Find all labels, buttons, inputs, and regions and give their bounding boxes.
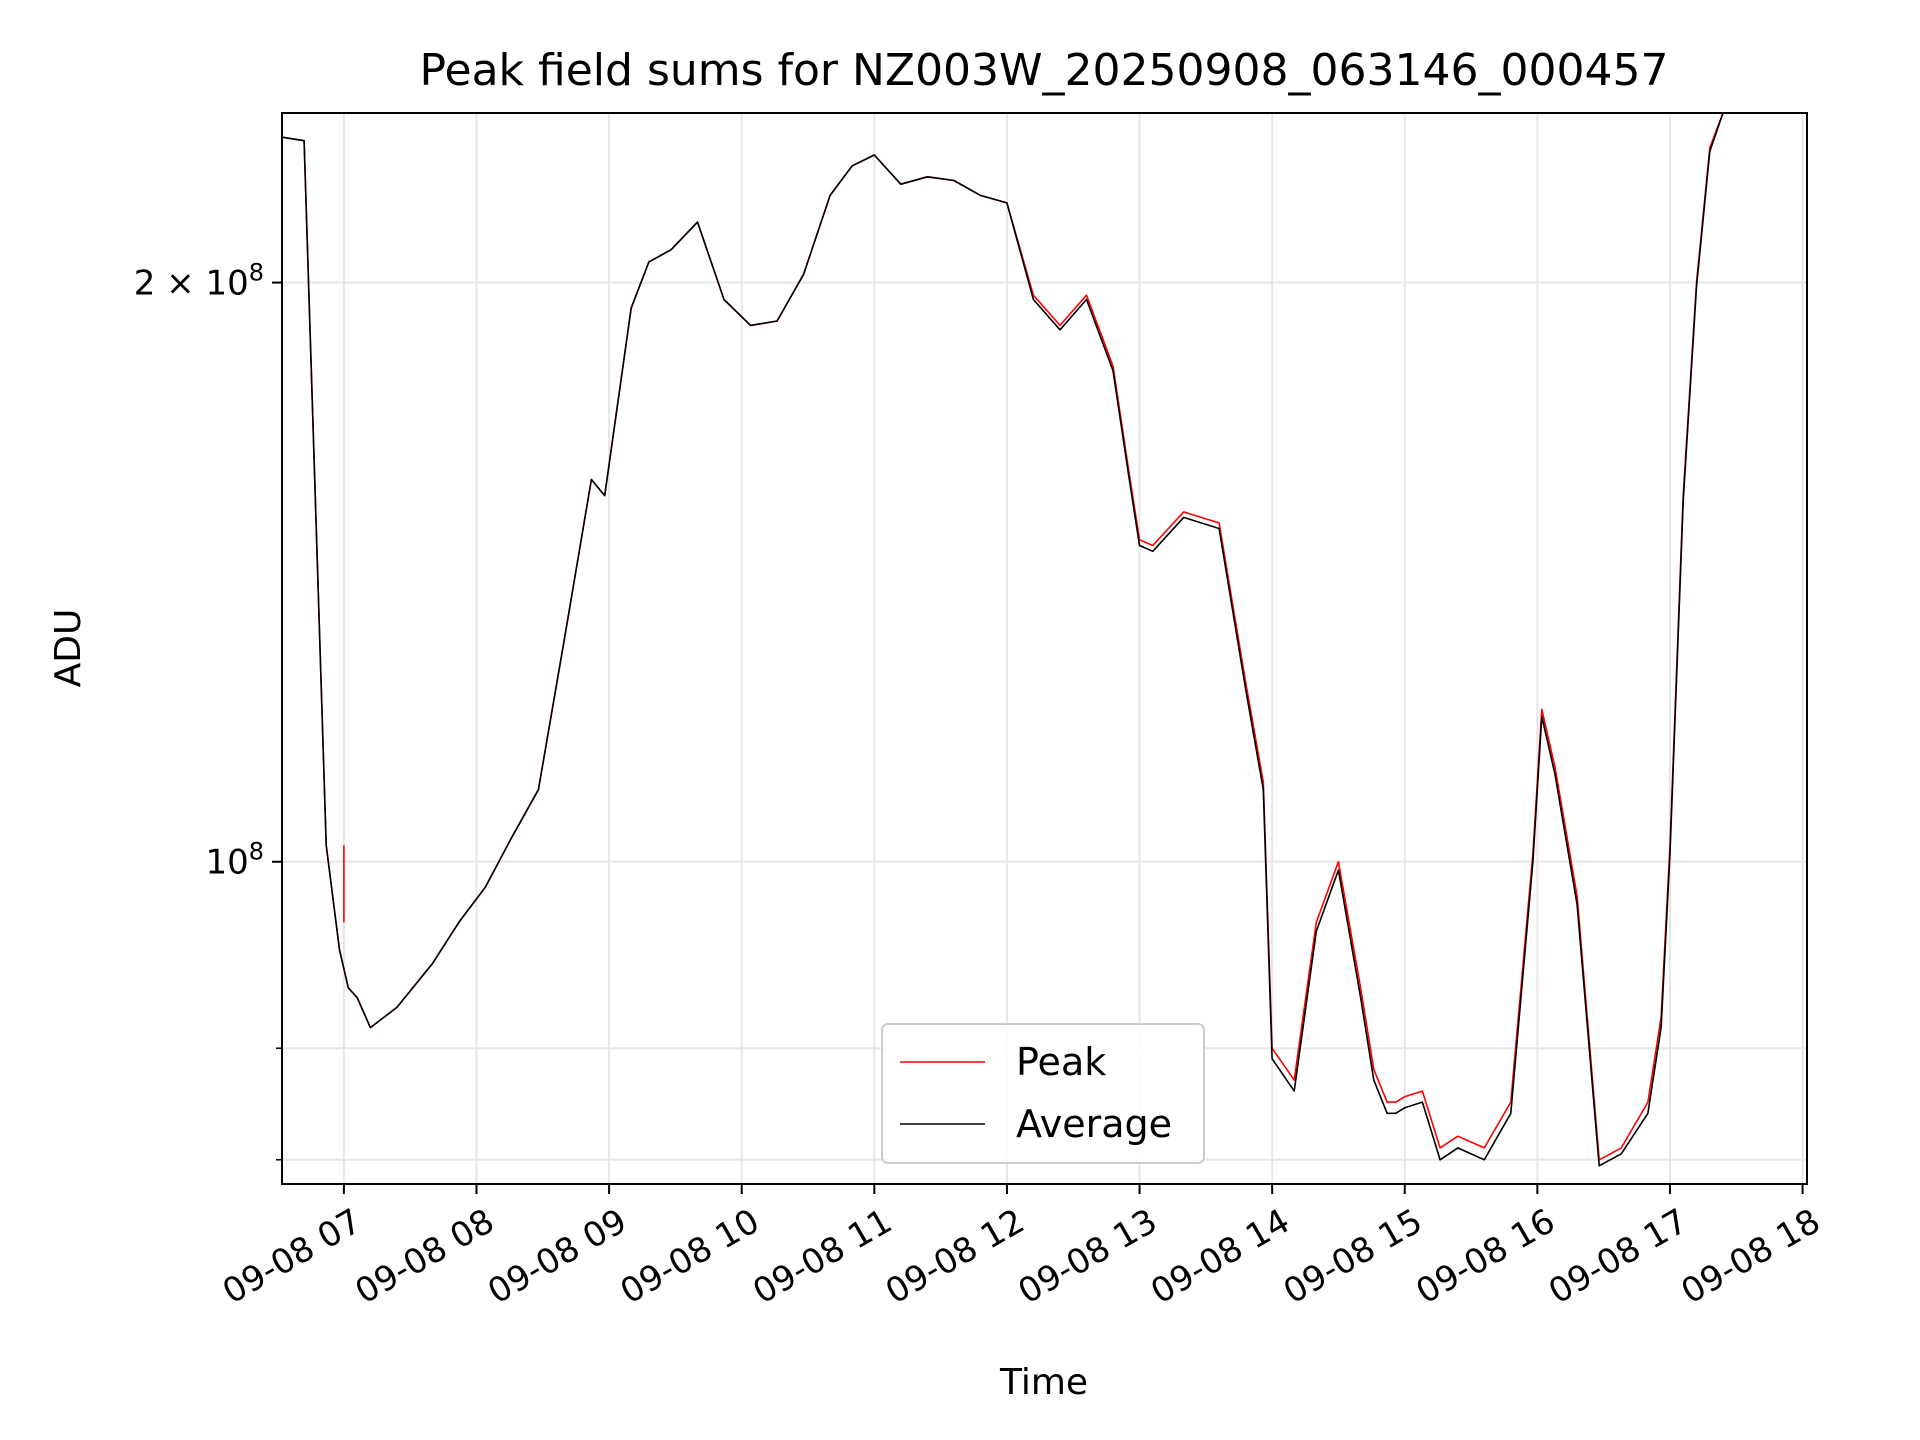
series-layer <box>282 113 1799 1167</box>
legend: Peak Average <box>881 1023 1205 1164</box>
plot-frame <box>281 112 1808 1185</box>
legend-box <box>881 1023 1205 1164</box>
y-tick-label: 2 × 108 <box>134 259 264 304</box>
y-axis-title: ADU <box>48 609 89 688</box>
series-average-line <box>282 113 1799 1167</box>
x-axis-title: Time <box>999 1362 1088 1403</box>
chart-title: Peak field sums for NZ003W_20250908_0631… <box>420 45 1669 96</box>
legend-label-peak: Peak <box>1016 1040 1106 1084</box>
legend-label-average: Average <box>1016 1102 1172 1146</box>
grid <box>282 113 1807 1184</box>
